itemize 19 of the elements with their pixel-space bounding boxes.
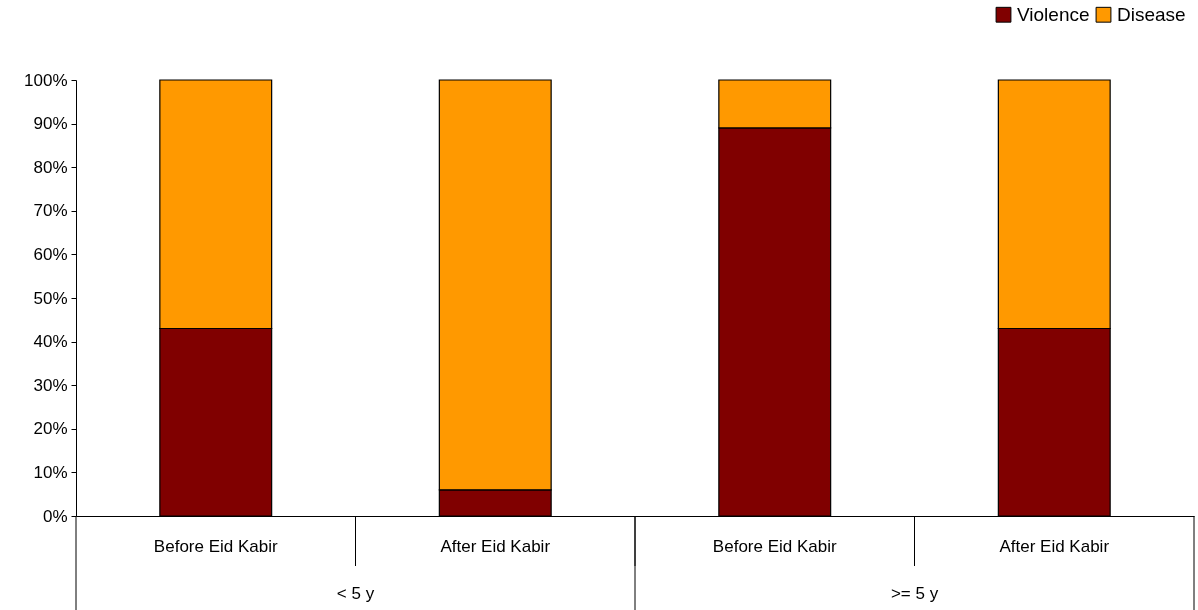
- x-tick-label: After Eid Kabir: [440, 536, 551, 556]
- y-tick-label: 0%: [42, 506, 68, 526]
- text: < 5 y: [336, 584, 375, 603]
- legend-label: Violence: [1017, 3, 1090, 25]
- y-tick-label: 90%: [33, 114, 68, 134]
- y-tick-label: 50%: [33, 288, 68, 308]
- legend-label: Disease: [1117, 3, 1186, 25]
- y-tick-label: 30%: [33, 375, 68, 395]
- y-tick-label: 80%: [33, 157, 68, 177]
- y-tick-label: 100%: [24, 70, 68, 90]
- x-tick-label: Before Eid Kabir: [153, 536, 278, 556]
- y-tick-label: 10%: [33, 462, 68, 482]
- y-tick-label: 40%: [33, 332, 68, 352]
- x-tick-label: Before Eid Kabir: [712, 536, 837, 556]
- y-tick-label: 60%: [33, 244, 68, 264]
- x-tick-label: After Eid Kabir: [999, 536, 1110, 556]
- text: >= 5 y: [890, 584, 939, 603]
- y-tick-label: 70%: [33, 201, 68, 221]
- y-tick-label: 20%: [33, 419, 68, 439]
